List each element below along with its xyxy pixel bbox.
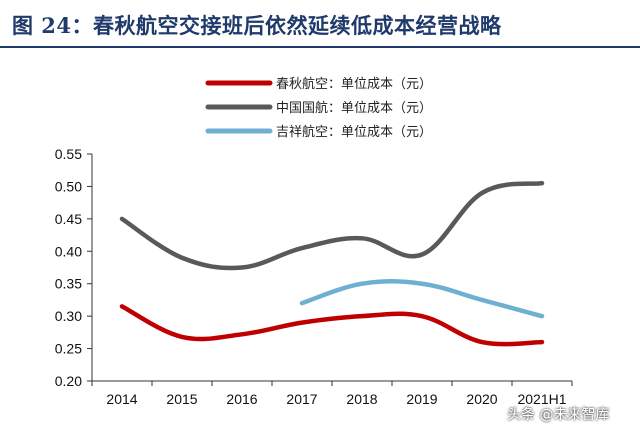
watermark-text: 头条 @未来智库 [507, 407, 610, 423]
series-layer [119, 180, 545, 347]
series-line-1 [119, 304, 545, 347]
title-divider [0, 46, 640, 48]
x-tick-label: 2014 [106, 391, 137, 407]
y-tick-label: 0.30 [55, 308, 82, 324]
y-tick-label: 0.50 [55, 178, 82, 194]
y-tick-label: 0.40 [55, 243, 82, 259]
legend: 春秋航空：单位成本（元） 中国国航：单位成本（元） 吉祥航空：单位成本（元） [205, 76, 432, 140]
y-tick-label: 0.45 [55, 211, 82, 227]
y-tick-label: 0.35 [55, 276, 82, 292]
series-line-3 [299, 279, 545, 319]
y-tick-label: 0.55 [55, 146, 82, 162]
x-tick-label: 2021H1 [517, 391, 566, 407]
y-tick-label: 0.20 [55, 373, 82, 389]
y-tick-label: 0.25 [55, 341, 82, 357]
x-tick-label: 2019 [406, 391, 437, 407]
page-title: 图 24：春秋航空交接班后依然延续低成本经营战略 [12, 13, 502, 38]
x-tick-label: 2018 [346, 391, 377, 407]
legend-label-1: 春秋航空：单位成本（元） [276, 76, 432, 92]
series-line-2 [119, 180, 545, 271]
chart-axes: 0.55 0.50 0.45 0.40 0.35 0.30 0.25 0.20 2014 2015… [55, 146, 573, 407]
x-tick-label: 2016 [226, 391, 257, 407]
legend-label-3: 吉祥航空：单位成本（元） [276, 124, 432, 140]
x-tick-label: 2017 [286, 391, 317, 407]
x-tick-label: 2015 [166, 391, 197, 407]
legend-label-2: 中国国航：单位成本（元） [276, 100, 432, 116]
x-tick-label: 2020 [466, 391, 497, 407]
